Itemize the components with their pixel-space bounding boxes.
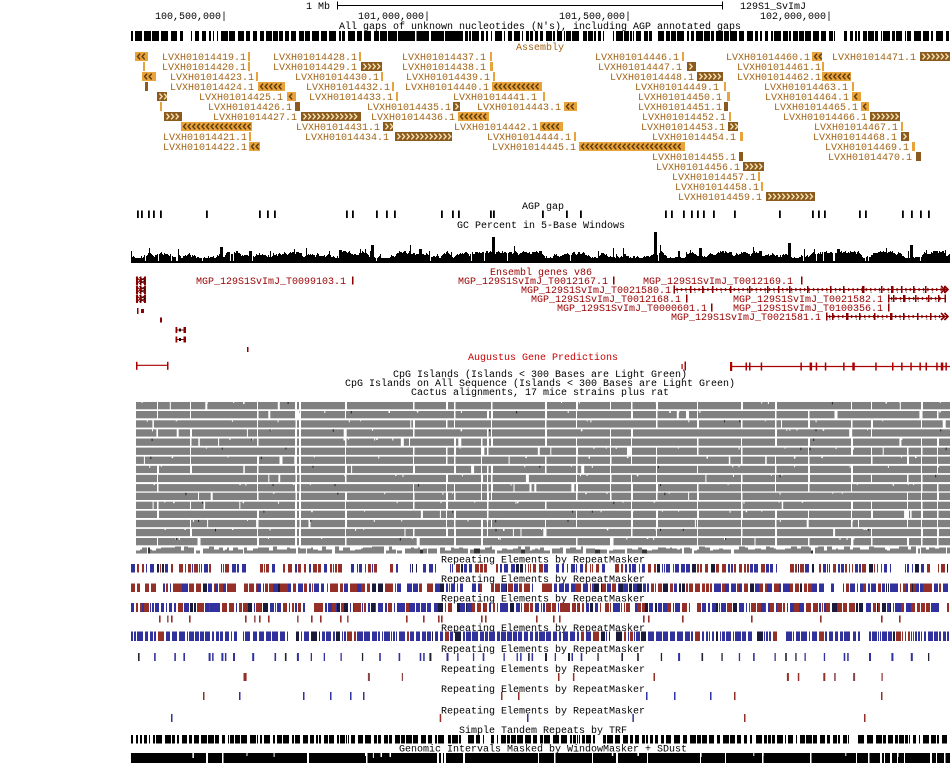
svg-text:Repeating Elements by RepeatMa: Repeating Elements by RepeatMasker (441, 574, 645, 586)
svg-text:CpG Islands on All Sequence (I: CpG Islands on All Sequence (Islands < 3… (345, 378, 735, 390)
svg-text:Repeating Elements by RepeatMa: Repeating Elements by RepeatMasker (441, 664, 645, 676)
svg-text:101,000,000|: 101,000,000| (358, 11, 430, 23)
svg-text:LVXH01014453.1: LVXH01014453.1 (641, 123, 725, 134)
svg-text:LVXH01014423.1: LVXH01014423.1 (170, 73, 254, 84)
svg-text:LVXH01014436.1: LVXH01014436.1 (371, 113, 455, 124)
svg-text:LVXH01014433.1: LVXH01014433.1 (309, 93, 393, 104)
svg-text:LVXH01014426.1: LVXH01014426.1 (208, 103, 292, 114)
svg-text:LVXH01014467.1: LVXH01014467.1 (814, 123, 898, 134)
svg-text:Ensembl genes v86: Ensembl genes v86 (490, 267, 592, 279)
svg-text:Genomic Intervals Masked by Wi: Genomic Intervals Masked by WindowMasker… (399, 744, 687, 756)
svg-text:LVXH01014458.1: LVXH01014458.1 (675, 183, 759, 194)
svg-text:LVXH01014445.1: LVXH01014445.1 (492, 143, 576, 154)
svg-text:LVXH01014465.1: LVXH01014465.1 (774, 103, 858, 114)
svg-text:Repeating Elements by RepeatMa: Repeating Elements by RepeatMasker (441, 554, 645, 566)
svg-text:Repeating Elements by RepeatMa: Repeating Elements by RepeatMasker (441, 684, 645, 696)
svg-text:LVXH01014470.1: LVXH01014470.1 (828, 153, 912, 164)
svg-text:MGP_129S1SvImJ_T0012168.1: MGP_129S1SvImJ_T0012168.1 (531, 295, 681, 306)
svg-text:LVXH01014444.1: LVXH01014444.1 (487, 133, 571, 144)
svg-text:LVXH01014422.1: LVXH01014422.1 (163, 143, 247, 154)
svg-text:MGP_129S1SvImJ_T0100356.1: MGP_129S1SvImJ_T0100356.1 (733, 304, 883, 315)
svg-text:102,000,000|: 102,000,000| (760, 11, 832, 23)
svg-text:AGP gap: AGP gap (522, 202, 564, 213)
svg-text:LVXH01014466.1: LVXH01014466.1 (783, 113, 867, 124)
svg-text:LVXH01014449.1: LVXH01014449.1 (635, 83, 719, 94)
svg-text:GC Percent in 5-Base Windows: GC Percent in 5-Base Windows (457, 220, 625, 232)
svg-text:Repeating Elements by RepeatMa: Repeating Elements by RepeatMasker (441, 705, 645, 717)
svg-text:LVXH01014432.1: LVXH01014432.1 (306, 83, 390, 94)
svg-text:Cactus alignments, 17 mice str: Cactus alignments, 17 mice strains plus … (411, 387, 669, 399)
svg-text:LVXH01014431.1: LVXH01014431.1 (296, 123, 380, 134)
svg-text:LVXH01014443.1: LVXH01014443.1 (477, 103, 561, 114)
svg-text:1 Mb: 1 Mb (306, 1, 330, 13)
svg-text:MGP_129S1SvImJ_T0021580.1: MGP_129S1SvImJ_T0021580.1 (521, 286, 671, 297)
svg-text:MGP_129S1SvImJ_T0012169.1: MGP_129S1SvImJ_T0012169.1 (643, 277, 793, 288)
svg-text:LVXH01014457.1: LVXH01014457.1 (672, 173, 756, 184)
svg-text:LVXH01014455.1: LVXH01014455.1 (652, 153, 736, 164)
svg-text:LVXH01014450.1: LVXH01014450.1 (638, 93, 722, 104)
svg-text:LVXH01014419.1: LVXH01014419.1 (162, 53, 246, 64)
svg-text:LVXH01014440.1: LVXH01014440.1 (405, 83, 489, 94)
svg-text:Augustus Gene Predictions: Augustus Gene Predictions (468, 352, 618, 364)
svg-text:MGP_129S1SvImJ_T0021582.1: MGP_129S1SvImJ_T0021582.1 (733, 295, 883, 306)
svg-text:LVXH01014454.1: LVXH01014454.1 (652, 133, 736, 144)
svg-text:LVXH01014463.1: LVXH01014463.1 (764, 83, 848, 94)
svg-text:LVXH01014434.1: LVXH01014434.1 (305, 133, 389, 144)
svg-text:LVXH01014421.1: LVXH01014421.1 (163, 133, 247, 144)
svg-text:LVXH01014446.1: LVXH01014446.1 (595, 53, 679, 64)
svg-text:All gaps of unknown nucleotide: All gaps of unknown nucleotides (N's), i… (339, 21, 741, 33)
svg-text:MGP_129S1SvImJ_T0000601.1: MGP_129S1SvImJ_T0000601.1 (557, 304, 707, 315)
svg-text:LVXH01014452.1: LVXH01014452.1 (642, 113, 726, 124)
svg-text:LVXH01014425.1: LVXH01014425.1 (199, 93, 283, 104)
svg-text:MGP_129S1SvImJ_T0099103.1: MGP_129S1SvImJ_T0099103.1 (196, 277, 346, 288)
svg-text:LVXH01014471.1: LVXH01014471.1 (832, 53, 916, 64)
svg-text:MGP_129S1SvImJ_T0021581.1: MGP_129S1SvImJ_T0021581.1 (671, 313, 821, 324)
svg-text:CpG Islands (Islands < 300 Bas: CpG Islands (Islands < 300 Bases are Lig… (393, 369, 687, 381)
svg-text:LVXH01014448.1: LVXH01014448.1 (610, 73, 694, 84)
svg-text:LVXH01014469.1: LVXH01014469.1 (825, 143, 909, 154)
svg-text:129S1_SvImJ: 129S1_SvImJ (740, 2, 806, 13)
svg-text:LVXH01014468.1: LVXH01014468.1 (813, 133, 897, 144)
svg-text:LVXH01014428.1: LVXH01014428.1 (273, 53, 357, 64)
svg-text:LVXH01014456.1: LVXH01014456.1 (656, 163, 740, 174)
svg-text:Repeating Elements by RepeatMa: Repeating Elements by RepeatMasker (441, 593, 645, 605)
svg-text:LVXH01014442.1: LVXH01014442.1 (454, 123, 538, 134)
svg-text:LVXH01014464.1: LVXH01014464.1 (765, 93, 849, 104)
svg-text:LVXH01014424.1: LVXH01014424.1 (170, 83, 254, 94)
svg-text:LVXH01014435.1: LVXH01014435.1 (367, 103, 451, 114)
svg-text:MGP_129S1SvImJ_T0012167.1: MGP_129S1SvImJ_T0012167.1 (458, 277, 608, 288)
svg-text:LVXH01014459.1: LVXH01014459.1 (678, 193, 762, 204)
svg-text:LVXH01014430.1: LVXH01014430.1 (295, 73, 379, 84)
svg-text:101,500,000|: 101,500,000| (559, 11, 631, 23)
svg-text:LVXH01014429.1: LVXH01014429.1 (273, 63, 357, 74)
svg-text:LVXH01014437.1: LVXH01014437.1 (402, 53, 486, 64)
svg-text:LVXH01014447.1: LVXH01014447.1 (598, 63, 682, 74)
svg-text:LVXH01014462.1: LVXH01014462.1 (737, 73, 821, 84)
svg-text:LVXH01014460.1: LVXH01014460.1 (726, 53, 810, 64)
svg-text:100,500,000|: 100,500,000| (155, 11, 227, 23)
svg-text:Repeating Elements by RepeatMa: Repeating Elements by RepeatMasker (441, 644, 645, 656)
svg-text:LVXH01014438.1: LVXH01014438.1 (402, 63, 486, 74)
svg-text:LVXH01014439.1: LVXH01014439.1 (406, 73, 490, 84)
svg-text:Assembly: Assembly (516, 42, 564, 54)
svg-text:LVXH01014427.1: LVXH01014427.1 (213, 113, 297, 124)
svg-text:Simple Tandem Repeats by TRF: Simple Tandem Repeats by TRF (459, 725, 627, 737)
svg-text:LVXH01014441.1: LVXH01014441.1 (453, 93, 537, 104)
svg-text:LVXH01014461.1: LVXH01014461.1 (737, 63, 821, 74)
svg-text:LVXH01014451.1: LVXH01014451.1 (638, 103, 722, 114)
svg-text:LVXH01014420.1: LVXH01014420.1 (162, 63, 246, 74)
